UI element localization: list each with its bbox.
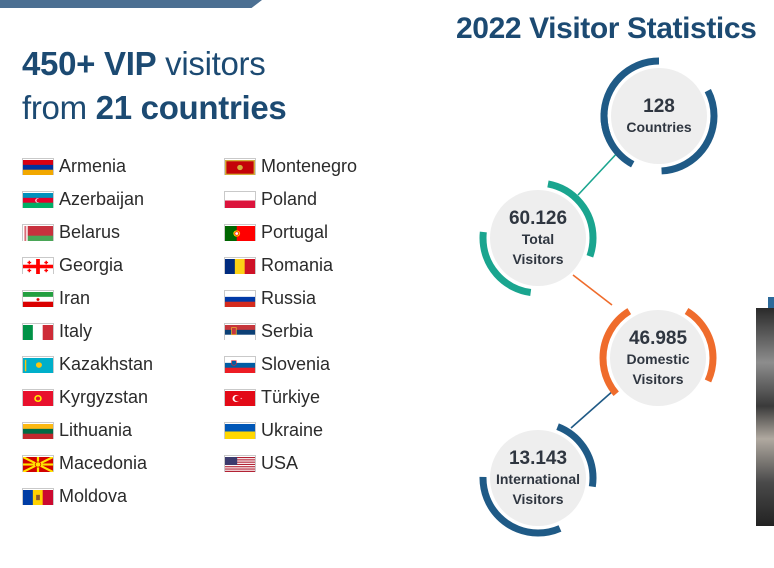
stat-domestic-label2: Visitors	[632, 370, 684, 387]
portugal-flag-icon	[224, 224, 256, 241]
country-name: Romania	[261, 255, 334, 275]
country-name: Russia	[261, 288, 317, 308]
country-item: Georgia	[22, 249, 153, 282]
stat-domestic-label1: Domestic	[626, 350, 690, 367]
country-list-right: Montenegro Poland Portugal Romania Russia Ser…	[224, 150, 357, 480]
stats-title: 2022 Visitor Statistics	[456, 12, 757, 45]
event-photo-cropped	[756, 308, 774, 526]
armenia-flag-icon	[22, 158, 54, 175]
stat-total-label2: Visitors	[512, 250, 564, 267]
country-list-left: Armenia Azerbaijan Belarus Georgia Iran Italy…	[22, 150, 153, 513]
stat-domestic-ring	[599, 299, 717, 417]
turkiye-flag-icon	[224, 389, 256, 406]
stat-domestic-number: 46.985	[628, 327, 688, 349]
moldova-flag-icon	[22, 488, 54, 505]
country-item: Portugal	[224, 216, 357, 249]
stat-total-ring	[479, 179, 597, 297]
country-item: Slovenia	[224, 348, 357, 381]
country-name: USA	[261, 453, 299, 473]
stat-international-visitors: 13.143 International Visitors	[478, 418, 598, 538]
country-name: Moldova	[59, 486, 128, 506]
country-name: Lithuania	[59, 420, 133, 440]
country-name: Macedonia	[59, 453, 148, 473]
belarus-flag-icon	[22, 224, 54, 241]
country-item: Azerbaijan	[22, 183, 153, 216]
headline-from-word: from	[22, 89, 96, 126]
country-name: Kyrgyzstan	[59, 387, 149, 407]
poland-flag-icon	[224, 191, 256, 208]
country-name: Italy	[59, 321, 93, 341]
country-name: Belarus	[59, 222, 121, 242]
connector-domestic-international	[570, 389, 615, 429]
country-name: Kazakhstan	[59, 354, 154, 374]
stat-total-visitors: 60.126 Total Visitors	[478, 178, 598, 298]
romania-flag-icon	[224, 257, 256, 274]
country-name: Ukraine	[261, 420, 324, 440]
kyrgyzstan-flag-icon	[22, 389, 54, 406]
kazakhstan-flag-icon	[22, 356, 54, 373]
headline-visitors-word: visitors	[156, 45, 266, 82]
country-item: Belarus	[22, 216, 153, 249]
country-item: Iran	[22, 282, 153, 315]
headline-country-count: 21 countries	[95, 89, 287, 126]
country-name: Portugal	[261, 222, 329, 242]
country-item: Armenia	[22, 150, 153, 183]
country-name: Serbia	[261, 321, 314, 341]
country-item: Macedonia	[22, 447, 153, 480]
country-item: Russia	[224, 282, 357, 315]
country-item: Lithuania	[22, 414, 153, 447]
stat-countries-number: 128	[643, 95, 675, 117]
country-item: Ukraine	[224, 414, 357, 447]
stat-total-label1: Total	[521, 230, 555, 247]
country-name: Georgia	[59, 255, 124, 275]
country-item: Italy	[22, 315, 153, 348]
headline-vip-count: 450+ VIP	[22, 45, 157, 82]
connector-total-domestic	[572, 274, 613, 306]
country-item: Montenegro	[224, 150, 357, 183]
stat-international-ring	[479, 419, 597, 537]
vip-headline: 450+ VIP visitors from 21 countries	[22, 42, 287, 130]
russia-flag-icon	[224, 290, 256, 307]
usa-flag-icon	[224, 455, 256, 472]
stat-international-number: 13.143	[508, 447, 568, 469]
country-name: Poland	[261, 189, 318, 209]
italy-flag-icon	[22, 323, 54, 340]
country-item: Türkiye	[224, 381, 357, 414]
iran-flag-icon	[22, 290, 54, 307]
serbia-flag-icon	[224, 323, 256, 340]
azerbaijan-flag-icon	[22, 191, 54, 208]
macedonia-flag-icon	[22, 455, 54, 473]
connector-countries-total	[577, 149, 621, 196]
montenegro-flag-icon	[224, 158, 256, 175]
stat-domestic-visitors: 46.985 Domestic Visitors	[598, 298, 718, 418]
country-item: USA	[224, 447, 357, 480]
slovenia-flag-icon	[224, 356, 256, 373]
top-accent-bar	[0, 0, 262, 8]
country-item: Serbia	[224, 315, 357, 348]
country-item: Moldova	[22, 480, 153, 513]
ukraine-flag-icon	[224, 422, 256, 439]
stat-international-label1: International	[495, 470, 580, 487]
country-item: Romania	[224, 249, 357, 282]
stat-international-label2: Visitors	[512, 490, 564, 507]
country-name: Slovenia	[261, 354, 331, 374]
country-item: Kyrgyzstan	[22, 381, 153, 414]
country-name: Iran	[59, 288, 91, 308]
country-name: Armenia	[59, 156, 127, 176]
country-name: Montenegro	[261, 156, 358, 176]
lithuania-flag-icon	[22, 422, 54, 439]
country-name: Azerbaijan	[59, 189, 145, 209]
stat-countries: 128 Countries	[599, 56, 719, 176]
stat-countries-label: Countries	[626, 118, 692, 135]
country-item: Kazakhstan	[22, 348, 153, 381]
country-name: Türkiye	[261, 387, 321, 407]
country-item: Poland	[224, 183, 357, 216]
photo-edge-accent	[768, 297, 774, 308]
georgia-flag-icon	[22, 257, 54, 274]
stat-total-number: 60.126	[508, 207, 568, 229]
stat-countries-ring	[600, 57, 718, 175]
